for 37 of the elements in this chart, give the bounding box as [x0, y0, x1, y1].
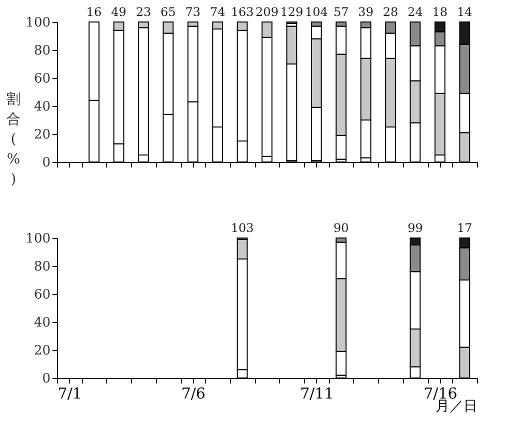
- annotation: 39: [358, 5, 374, 19]
- annotation: 16: [86, 5, 102, 19]
- annotation: 73: [185, 5, 201, 19]
- y-tick-label: 60: [34, 72, 50, 86]
- annotation: 57: [333, 5, 349, 19]
- annotation: 24: [408, 5, 424, 19]
- annotation: 129: [280, 5, 304, 19]
- y-tick-label: 20: [34, 128, 50, 142]
- y-tick-label: 0: [42, 372, 50, 386]
- x-tick-label: 7/6: [181, 384, 206, 402]
- x-axis-title: 月／日: [436, 398, 478, 414]
- annotation: 104: [304, 5, 328, 19]
- annotation: 90: [333, 221, 349, 235]
- annotation: 163: [230, 5, 254, 19]
- y-axis-title: 割合(%): [6, 92, 20, 188]
- annotation: 14: [457, 5, 473, 19]
- annotation: 103: [230, 221, 254, 235]
- x-tick-label: 7/1: [58, 384, 82, 402]
- y-tick-label: 100: [26, 16, 50, 30]
- y-tick-label: 80: [34, 44, 50, 58]
- annotation: 49: [111, 5, 126, 19]
- annotation: 74: [210, 5, 226, 19]
- annotation: 209: [256, 5, 278, 19]
- y-tick-label: 40: [34, 100, 50, 114]
- x-tick-label: 7/11: [300, 384, 334, 402]
- annotation: 99: [408, 221, 423, 235]
- y-tick-label: 100: [26, 232, 50, 246]
- y-tick-label: 60: [34, 288, 50, 302]
- annotation: 28: [382, 5, 398, 19]
- annotation: 17: [457, 221, 472, 235]
- y-tick-label: 0: [42, 156, 50, 170]
- annotation: 65: [160, 5, 176, 19]
- annotation: 18: [432, 5, 448, 19]
- y-tick-label: 40: [34, 316, 50, 330]
- annotation: 23: [136, 5, 152, 19]
- y-tick-label: 20: [34, 344, 50, 358]
- y-tick-label: 80: [34, 260, 50, 274]
